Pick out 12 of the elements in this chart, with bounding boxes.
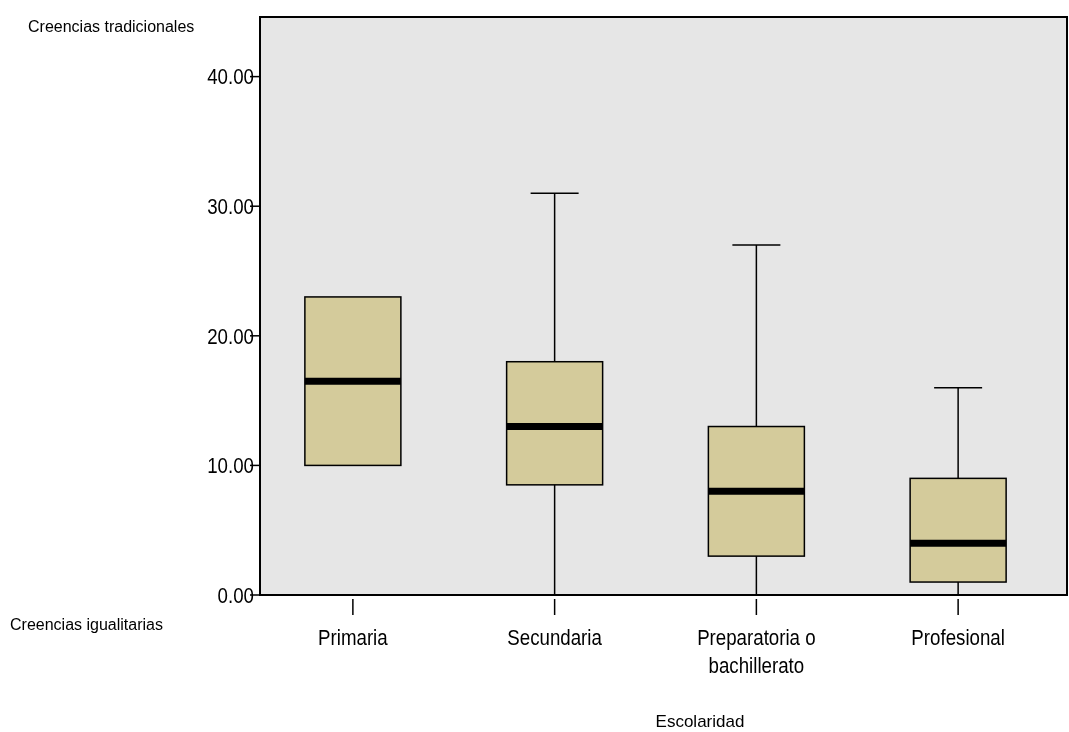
x-tick-label: Profesional xyxy=(911,625,1005,650)
y-tick-label: 0.00 xyxy=(217,583,254,608)
y-tick-label: 30.00 xyxy=(207,194,254,219)
x-tick-label: Preparatoria o bachillerato xyxy=(697,625,816,678)
y-tick-label: 40.00 xyxy=(207,64,254,89)
text: Creencias igualitarias xyxy=(10,616,163,633)
text: Creencias tradicionales xyxy=(28,18,195,35)
y-tick-label: 10.00 xyxy=(207,453,254,478)
x-axis-title: Escolaridad xyxy=(655,712,745,731)
y-tick-label: 20.00 xyxy=(207,324,254,348)
x-tick-label: Secundaria xyxy=(507,625,603,650)
x-tick-label: Primaria xyxy=(318,625,389,650)
